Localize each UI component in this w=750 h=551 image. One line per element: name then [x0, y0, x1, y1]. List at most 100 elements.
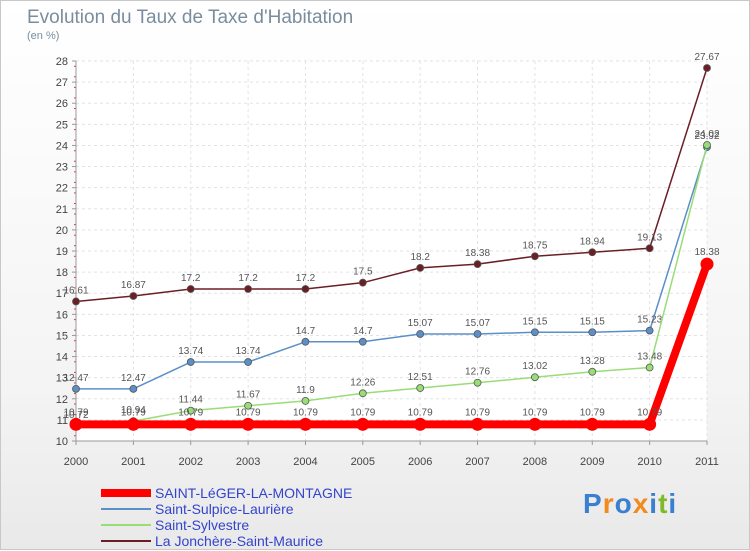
data-point [358, 278, 367, 287]
y-tick-label: 16 [56, 309, 68, 321]
y-tick-label: 21 [56, 204, 68, 216]
series-line [75, 144, 708, 427]
data-point [585, 417, 599, 431]
data-point [416, 330, 425, 338]
data-label: 10.79 [637, 407, 662, 418]
legend-label: Saint-Sylvestre [155, 517, 250, 533]
data-point [301, 396, 310, 405]
data-point [531, 373, 539, 382]
y-tick-label: 10 [56, 436, 68, 448]
y-tick-label: 15 [56, 330, 68, 342]
data-point [471, 417, 485, 431]
y-tick-label: 17 [56, 288, 68, 300]
data-point [531, 252, 539, 261]
data-label: 10.79 [522, 407, 547, 418]
data-label: 11.44 [179, 395, 204, 406]
series-line [76, 262, 711, 429]
data-point [588, 367, 597, 376]
data-point [129, 384, 138, 393]
y-tick-label: 28 [56, 56, 68, 68]
data-point [301, 337, 310, 346]
data-label: 18.75 [522, 240, 547, 251]
data-label: 10.79 [580, 407, 605, 418]
legend-label: La Jonchère-Saint-Maurice [155, 533, 324, 549]
chart-title: Evolution du Taux de Taxe d'Habitation [27, 7, 354, 28]
y-tick-label: 23 [56, 162, 68, 174]
data-label: 15.15 [580, 316, 605, 327]
y-tick-label: 13 [56, 373, 68, 385]
data-point [473, 260, 482, 268]
data-point [298, 417, 312, 431]
data-label: 24.02 [694, 129, 719, 140]
data-point [186, 406, 195, 415]
data-point [588, 328, 597, 337]
data-point [703, 64, 711, 72]
data-label: 18.2 [410, 252, 430, 263]
data-point [186, 285, 195, 293]
data-label: 10.79 [350, 407, 375, 418]
data-label: 10.72 [63, 410, 88, 421]
data-point [531, 328, 539, 337]
data-point [358, 337, 367, 346]
data-label: 10.79 [293, 407, 318, 418]
data-point [186, 358, 195, 366]
data-label: 18.38 [465, 248, 490, 259]
x-tick-label: 2011 [695, 456, 719, 468]
data-label: 14.7 [296, 326, 316, 337]
x-tick-label: 2008 [523, 456, 547, 468]
y-tick-label: 11 [57, 415, 68, 427]
data-point [645, 326, 654, 335]
data-label: 16.87 [121, 280, 146, 291]
data-point [72, 297, 80, 306]
data-point [129, 292, 138, 300]
data-label: 15.07 [408, 318, 433, 329]
x-tick-label: 2006 [408, 456, 432, 468]
data-label: 23.92 [694, 131, 719, 142]
data-label: 10.79 [178, 407, 203, 418]
data-point [416, 263, 425, 272]
x-tick-label: 2010 [637, 456, 661, 468]
data-label: 15.15 [522, 316, 547, 327]
legend-swatch [101, 524, 151, 526]
data-label: 10.79 [465, 407, 490, 418]
data-label: 11.9 [296, 385, 315, 396]
y-tick-label: 27 [56, 77, 68, 89]
x-tick-label: 2009 [580, 456, 604, 468]
data-point [588, 248, 597, 257]
legend-swatch [101, 489, 151, 497]
y-tick-label: 19 [56, 246, 68, 258]
data-label: 18.38 [694, 247, 719, 258]
x-tick-label: 2005 [351, 456, 375, 468]
proxiti-logo: Proxiti [583, 488, 678, 519]
data-point [301, 285, 310, 293]
y-tick-label: 12 [56, 394, 68, 406]
y-tick-label: 22 [56, 183, 68, 195]
series-line [76, 146, 708, 390]
data-point [241, 417, 255, 431]
data-point [645, 363, 654, 372]
unit-label: (en %) [27, 30, 60, 42]
data-point [473, 330, 482, 338]
data-label: 12.26 [350, 377, 375, 388]
data-label: 13.28 [580, 356, 605, 367]
data-label: 16.61 [63, 285, 88, 296]
data-label: 10.79 [236, 407, 261, 418]
data-label: 13.74 [236, 346, 261, 357]
legend-label: SAINT-LéGER-LA-MONTAGNE [155, 485, 353, 501]
data-label: 10.94 [121, 405, 146, 416]
data-label: 13.48 [637, 352, 662, 363]
y-tick-label: 14 [56, 352, 68, 364]
data-point [413, 417, 427, 431]
data-point [244, 285, 252, 293]
data-label: 27.67 [694, 52, 719, 63]
y-tick-label: 20 [56, 225, 68, 237]
data-point [703, 141, 711, 149]
data-point [72, 384, 80, 393]
legend-label: Saint-Sulpice-Laurière [155, 501, 294, 517]
data-label: 15.23 [637, 315, 662, 326]
data-label: 18.94 [580, 236, 605, 247]
data-point [645, 244, 654, 253]
x-tick-label: 2000 [64, 456, 88, 468]
